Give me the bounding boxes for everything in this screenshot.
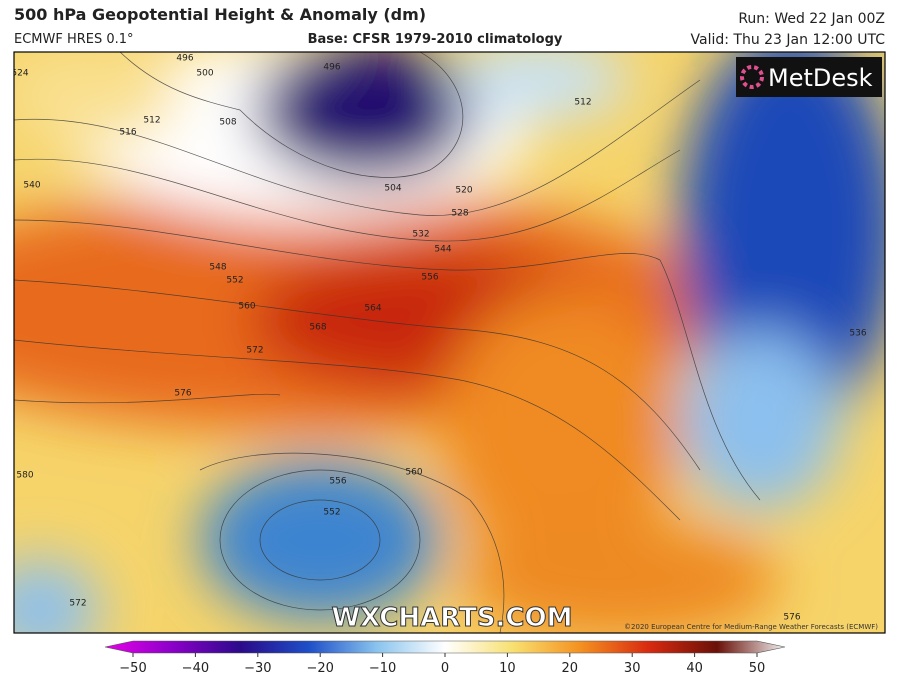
contour-label: 552 (226, 276, 243, 286)
contour-label: 548 (209, 263, 226, 273)
contour-label: 524 (11, 69, 28, 79)
colorbar-tick-label: 40 (686, 661, 703, 676)
valid: Valid: Thu 23 Jan 12:00 UTC (691, 32, 886, 48)
contour-label: 572 (69, 599, 86, 609)
contour-label: 556 (329, 477, 346, 487)
colorbar-tick-label: 50 (749, 661, 766, 676)
logo: MetDesk (768, 64, 873, 92)
colorbar-tick-label: −40 (182, 661, 209, 676)
title: 500 hPa Geopotential Height & Anomaly (d… (14, 5, 426, 24)
colorbar-tick-label: 30 (624, 661, 641, 676)
colorbar-tick-label: 0 (441, 661, 449, 676)
contour-label: 532 (412, 230, 429, 240)
contour-label: 560 (238, 302, 255, 312)
contour-label: 572 (246, 346, 263, 356)
logo-icon (740, 65, 764, 89)
contour-label: 556 (421, 273, 438, 283)
base: Base: CFSR 1979-2010 climatology (308, 32, 563, 47)
colorbar-tick-label: −10 (369, 661, 396, 676)
contour-label: 496 (323, 63, 340, 73)
map-field: MetDesk WXCHARTS.COM ©2020 European Cent… (11, 52, 885, 633)
contour-label: 564 (364, 304, 381, 314)
contour-label: 560 (405, 468, 422, 478)
model: ECMWF HRES 0.1° (14, 32, 134, 47)
map-frame (13, 51, 886, 634)
contour-label: 568 (309, 323, 326, 333)
copyright: ©2020 European Centre for Medium-Range W… (624, 623, 878, 631)
contour-label: 512 (143, 116, 160, 126)
run: Run: Wed 22 Jan 00Z (738, 11, 885, 27)
colorbar-tick-label: −20 (306, 661, 333, 676)
contour-label: 516 (119, 128, 136, 138)
contour-label: 536 (849, 329, 866, 339)
watermark: WXCHARTS.COM (331, 603, 572, 633)
contour-label: 580 (16, 471, 33, 481)
colorbar (104, 640, 786, 654)
colorbar-tick-label: 20 (562, 661, 579, 676)
contour-label: 512 (574, 98, 591, 108)
logo-box (736, 57, 882, 97)
contour-label: 496 (176, 54, 193, 64)
colorbar-tick-label: 10 (499, 661, 516, 676)
contour-label: 576 (174, 389, 191, 399)
contour-label: 544 (434, 245, 451, 255)
colorbar-tick-label: −50 (119, 661, 146, 676)
contour-label: 540 (23, 181, 40, 191)
colorbar-tick-label: −30 (244, 661, 271, 676)
contour-label: 508 (219, 118, 236, 128)
contour-label: 500 (196, 69, 213, 79)
contour-label: 528 (451, 209, 468, 219)
contour-label: 504 (384, 184, 401, 194)
contour-label: 552 (323, 508, 340, 518)
contour-label: 520 (455, 186, 472, 196)
contour-label: 576 (783, 613, 800, 623)
